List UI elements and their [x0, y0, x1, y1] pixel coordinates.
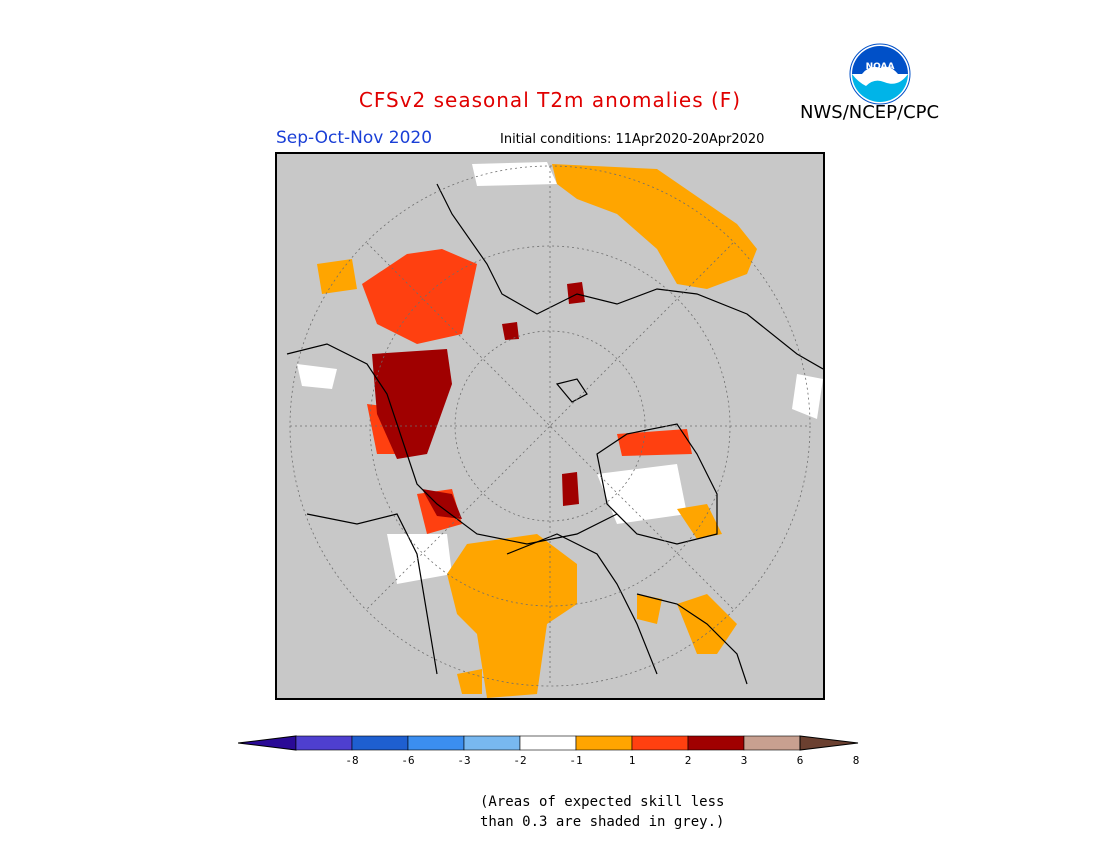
skill-note-line1: (Areas of expected skill less	[480, 794, 725, 810]
legend-swatch	[743, 735, 801, 751]
anomaly-darkred	[372, 282, 585, 519]
legend-tick-label: -6	[401, 754, 414, 767]
polar-map	[275, 152, 825, 700]
legend-swatch	[687, 735, 745, 751]
legend-tick-label: -8	[345, 754, 358, 767]
legend-swatch	[407, 735, 465, 751]
map-title: CFSv2 seasonal T2m anomalies (F)	[358, 88, 742, 112]
color-legend: -8 -6 -3 -2 -1 1 2 3 6 8	[238, 735, 859, 767]
agency-label: NWS/NCEP/CPC	[800, 102, 940, 123]
legend-swatch	[351, 735, 409, 751]
legend-swatch	[295, 735, 353, 751]
initial-conditions-label: Initial conditions: 11Apr2020-20Apr2020	[500, 132, 765, 147]
neutral-regions	[297, 162, 823, 584]
legend-swatch	[575, 735, 633, 751]
legend-tick-label: -3	[457, 754, 470, 767]
legend-arrow-high	[799, 735, 859, 751]
map-canvas	[286, 162, 823, 698]
legend-swatch	[519, 735, 577, 751]
coastlines	[286, 183, 823, 685]
legend-swatch	[463, 735, 521, 751]
legend-tick-label: 1	[629, 754, 636, 767]
polar-grid	[289, 165, 811, 687]
legend-swatch	[631, 735, 689, 751]
noaa-logo-icon: NOAA	[849, 43, 911, 105]
logo-text: NOAA	[866, 62, 895, 72]
legend-tick-label: 2	[685, 754, 692, 767]
legend-tick-label: 3	[741, 754, 748, 767]
season-label: Sep-Oct-Nov 2020	[276, 128, 433, 148]
skill-note-line2: than 0.3 are shaded in grey.)	[480, 814, 725, 830]
legend-tick-label: -1	[569, 754, 582, 767]
legend-tick-label: 8	[853, 754, 860, 767]
legend-arrow-low	[238, 735, 297, 751]
legend-tick-label: 6	[797, 754, 804, 767]
legend-tick-label: -2	[513, 754, 526, 767]
legend-swatches	[238, 735, 859, 751]
legend-tick-labels: -8 -6 -3 -2 -1 1 2 3 6 8	[345, 754, 859, 767]
skill-note: (Areas of expected skill less than 0.3 a…	[480, 792, 724, 832]
